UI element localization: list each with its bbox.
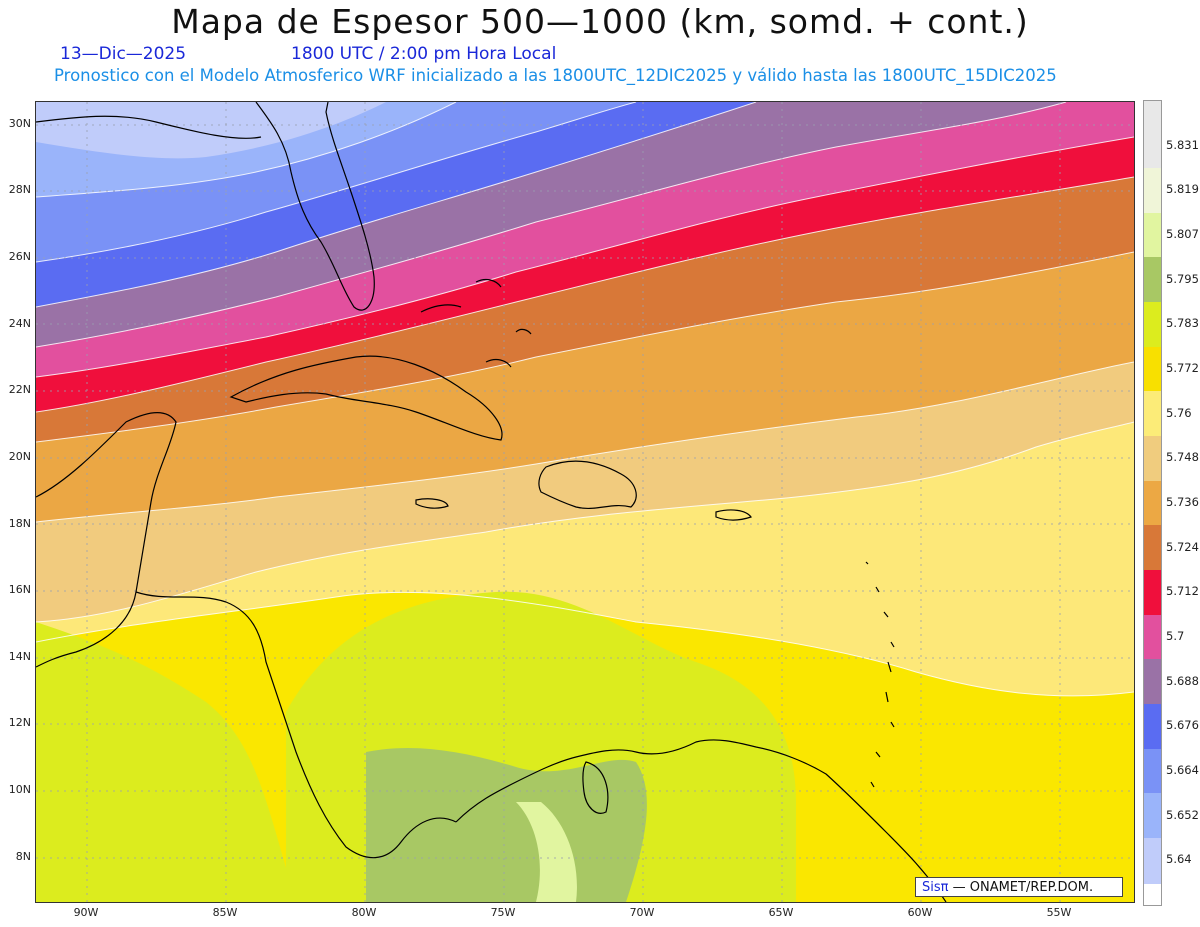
lat-label: 18N <box>8 517 31 530</box>
colorbar-segment <box>1144 748 1161 795</box>
colorbar <box>1143 100 1162 906</box>
thickness-field <box>36 102 1134 902</box>
colorbar-label: 5.819 <box>1166 182 1199 197</box>
lon-label: 65W <box>768 906 794 919</box>
credit-org: — ONAMET/REP.DOM. <box>948 880 1094 895</box>
colorbar-segment <box>1144 570 1161 616</box>
colorbar-label: 5.652 <box>1166 807 1199 822</box>
lon-label: 90W <box>73 906 99 919</box>
forecast-date: 13—Dic—2025 <box>60 44 187 64</box>
colorbar-segment <box>1144 704 1161 750</box>
colorbar-segment <box>1144 793 1161 839</box>
colorbar-segment <box>1144 525 1161 571</box>
colorbar-label: 5.676 <box>1166 718 1199 733</box>
colorbar-label: 5.712 <box>1166 584 1199 599</box>
lat-label: 24N <box>8 317 31 330</box>
colorbar-segment <box>1144 168 1161 214</box>
lon-label: 85W <box>212 906 238 919</box>
colorbar-label: 5.831 <box>1166 137 1199 152</box>
credit-brand: Sisπ <box>922 880 949 895</box>
colorbar-segment <box>1144 302 1161 348</box>
map-title: Mapa de Espesor 500—1000 (km, somd. + co… <box>171 2 1029 41</box>
model-description: Pronostico con el Modelo Atmosferico WRF… <box>54 66 1057 85</box>
lat-label: 12N <box>8 716 31 729</box>
colorbar-segment <box>1144 838 1161 884</box>
colorbar-label: 5.76 <box>1166 405 1192 420</box>
forecast-time: 1800 UTC / 2:00 pm Hora Local <box>291 44 557 64</box>
colorbar-label: 5.664 <box>1166 763 1199 777</box>
colorbar-label: 5.724 <box>1166 539 1199 554</box>
colorbar-segment <box>1144 257 1161 303</box>
colorbar-label: 5.736 <box>1166 495 1199 509</box>
colorbar-segment <box>1144 212 1161 259</box>
lon-label: 70W <box>629 906 655 919</box>
colorbar-label: 5.7 <box>1166 629 1185 643</box>
lat-label: 8N <box>15 850 31 863</box>
credit-box: Sisπ — ONAMET/REP.DOM. <box>915 877 1123 897</box>
colorbar-label: 5.783 <box>1166 316 1199 331</box>
lat-label: 30N <box>8 117 31 130</box>
colorbar-segment <box>1144 346 1161 393</box>
colorbar-label: 5.772 <box>1166 361 1199 375</box>
lon-label: 60W <box>907 906 933 919</box>
lat-label: 28N <box>8 183 31 196</box>
lat-label: 22N <box>8 383 31 396</box>
lat-label: 14N <box>8 650 31 663</box>
lat-label: 26N <box>8 250 31 263</box>
lon-label: 75W <box>490 906 516 919</box>
lon-label: 55W <box>1046 906 1072 919</box>
colorbar-label: 5.688 <box>1166 673 1199 688</box>
colorbar-segment <box>1144 480 1161 527</box>
lon-label: 80W <box>351 906 377 919</box>
colorbar-segment <box>1144 123 1161 169</box>
colorbar-segment <box>1144 391 1161 437</box>
colorbar-label: 5.748 <box>1166 450 1199 465</box>
lat-label: 20N <box>8 450 31 463</box>
lat-label: 16N <box>8 583 31 596</box>
colorbar-label: 5.795 <box>1166 271 1199 286</box>
colorbar-segment <box>1144 659 1161 705</box>
colorbar-segment <box>1144 101 1161 125</box>
colorbar-segment <box>1144 436 1161 482</box>
colorbar-label: 5.64 <box>1166 852 1192 867</box>
lat-label: 10N <box>8 783 31 796</box>
thickness-map[interactable] <box>35 101 1135 903</box>
colorbar-label: 5.807 <box>1166 227 1199 241</box>
colorbar-segment <box>1144 614 1161 661</box>
